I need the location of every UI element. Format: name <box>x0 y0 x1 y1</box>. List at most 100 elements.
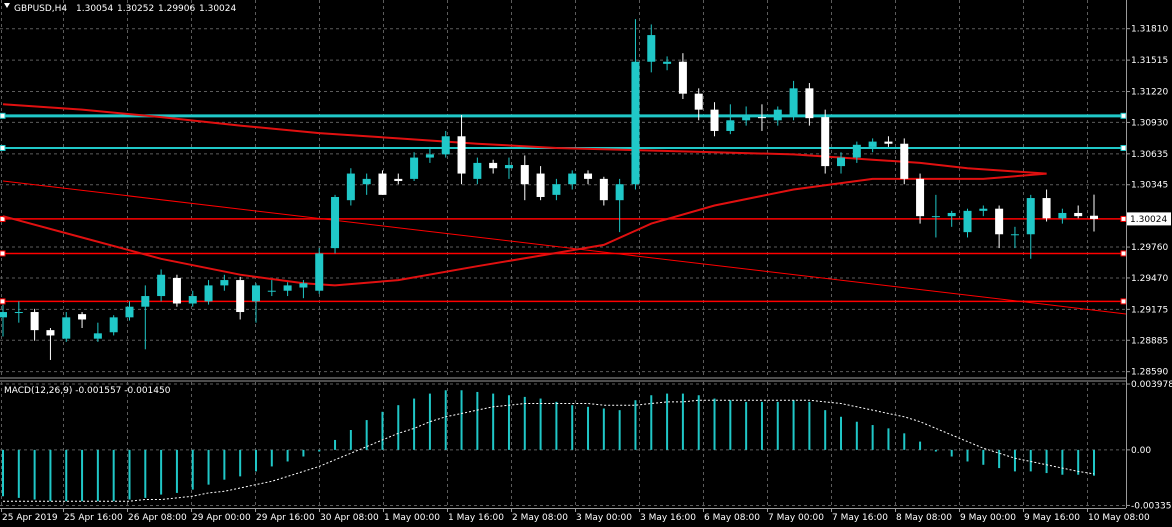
candle-bull <box>410 157 419 179</box>
price-tick-label: 1.30635 <box>1131 150 1168 160</box>
candle-bull <box>425 154 434 158</box>
candle-bull <box>631 61 640 185</box>
candle-bear <box>30 312 39 331</box>
candle-bull <box>441 136 450 155</box>
candle-bear <box>995 208 1004 235</box>
macd-grid <box>0 383 1126 506</box>
chart-header: GBPUSD,H4 1.30054 1.30252 1.29906 1.3002… <box>4 3 236 14</box>
macd-header: MACD(12,26,9) -0.001557 -0.001450 <box>4 386 171 396</box>
candle-bear <box>236 280 245 313</box>
time-tick-label: 8 May 08:00 <box>896 513 952 523</box>
level-handle-icon[interactable] <box>1120 215 1127 222</box>
candle-bull <box>157 274 166 297</box>
low-value: 1.29906 <box>158 4 195 14</box>
candle-bull <box>188 296 197 304</box>
level-handle-icon[interactable] <box>1120 298 1127 305</box>
candle-bear <box>757 117 766 119</box>
time-tick-label: 10 May 08:00 <box>1088 513 1150 523</box>
time-tick-label: 3 May 00:00 <box>576 513 632 523</box>
candle-bear <box>394 178 403 182</box>
price-tick-label: 1.30930 <box>1131 118 1168 128</box>
close-value: 1.30024 <box>199 4 236 14</box>
level-handle-icon[interactable] <box>1120 144 1127 151</box>
candle-bear <box>378 173 387 195</box>
time-tick-label: 7 May 16:00 <box>832 513 888 523</box>
descending-trendline[interactable] <box>2 180 1127 315</box>
candle-bear <box>805 88 814 119</box>
candle-bull <box>742 117 751 121</box>
candle-bull <box>315 253 324 291</box>
macd-axis[interactable]: 0.003978 0.00 -0.003356 <box>1126 380 1172 511</box>
candle-bull <box>1010 234 1019 236</box>
candle-bull <box>362 178 371 185</box>
candle-bull <box>552 184 561 195</box>
candle-bull <box>473 162 482 179</box>
time-axis[interactable]: 25 Apr 2019 25 Apr 16:00 26 Apr 08:00 29 Ap… <box>1 508 1150 523</box>
candle-bull <box>109 317 118 333</box>
time-tick-label: 29 Apr 16:00 <box>256 513 315 523</box>
candle-bear <box>1042 198 1051 219</box>
candle-bull <box>204 285 213 302</box>
candle-bear <box>884 141 893 144</box>
price-grid <box>0 0 1126 507</box>
candle-bull <box>773 109 782 121</box>
candle-bull <box>789 88 798 115</box>
price-tick-label: 1.31515 <box>1131 56 1168 66</box>
time-tick-label: 2 May 08:00 <box>512 513 568 523</box>
candle-bear <box>916 178 925 217</box>
candle-bull <box>726 120 735 131</box>
level-handle-icon[interactable] <box>0 144 6 151</box>
candle-bull <box>251 285 260 302</box>
macd-tick-label: 0.00 <box>1131 446 1151 456</box>
candle-bear <box>710 109 719 131</box>
candle-bull <box>346 173 355 201</box>
candle-bull <box>647 35 656 62</box>
candle-bull <box>947 212 956 217</box>
level-handle-icon[interactable] <box>0 250 6 257</box>
candle-bull <box>963 210 972 233</box>
time-tick-label: 25 Apr 16:00 <box>64 513 123 523</box>
symbol-label: GBPUSD,H4 <box>14 4 67 14</box>
candle-bull <box>283 285 292 291</box>
time-tick-label: 1 May 16:00 <box>448 513 504 523</box>
time-tick-label: 9 May 00:00 <box>960 513 1016 523</box>
candle-bull <box>14 312 23 314</box>
macd-signal-line <box>3 399 1095 502</box>
price-tick-label: 1.29470 <box>1131 274 1168 284</box>
candle-bull <box>125 306 134 318</box>
candle-bear <box>694 93 703 110</box>
macd-tick-label: -0.003356 <box>1131 501 1172 511</box>
triangle-down-icon <box>4 3 10 8</box>
price-tick-label: 1.29760 <box>1131 243 1168 253</box>
level-handle-icon[interactable] <box>0 215 6 222</box>
candle-bull <box>299 283 308 288</box>
trendline-group[interactable] <box>2 180 1127 315</box>
candle-bear <box>900 143 909 179</box>
candle-bull <box>331 196 340 249</box>
candle-bull <box>1058 212 1067 219</box>
candle-bear <box>172 277 181 304</box>
candle-bear <box>536 173 545 197</box>
candle-bear <box>1074 212 1083 217</box>
level-handle-icon[interactable] <box>1120 112 1127 119</box>
candle-bull <box>852 144 861 158</box>
candle-bull <box>267 290 276 292</box>
level-handle-icon[interactable] <box>1120 250 1127 257</box>
price-tick-label: 1.30345 <box>1131 181 1168 191</box>
horizontal-levels[interactable] <box>0 112 1127 305</box>
candle-bear <box>46 330 55 336</box>
candle-bull <box>615 184 624 201</box>
time-tick-label: 9 May 16:00 <box>1024 513 1080 523</box>
level-handle-icon[interactable] <box>0 112 6 119</box>
candle-bear <box>520 165 529 185</box>
price-tick-label: 1.28885 <box>1131 336 1168 346</box>
current-price-label: 1.30024 <box>1130 215 1167 225</box>
level-handle-icon[interactable] <box>0 298 6 305</box>
macd-histogram-group <box>2 390 1095 502</box>
price-axis[interactable]: 1.31810 1.31515 1.31220 1.30930 1.30635 1.303… <box>1126 25 1168 378</box>
time-tick-label: 30 Apr 08:00 <box>320 513 379 523</box>
candle-bull <box>141 296 150 307</box>
candle-bear <box>821 117 830 167</box>
candle-bull <box>93 333 102 339</box>
